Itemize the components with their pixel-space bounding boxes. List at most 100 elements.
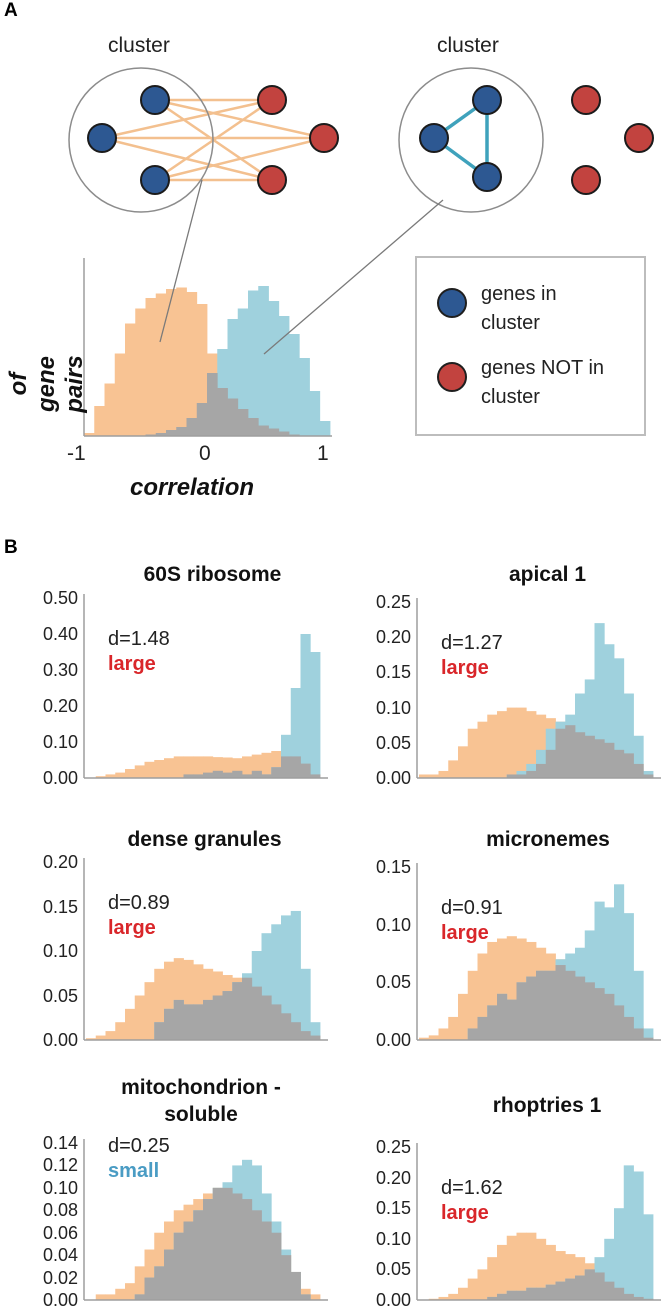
in-cluster-bar	[242, 1159, 253, 1300]
overlap-bar	[154, 1022, 165, 1040]
not-in-cluster-bar	[183, 756, 194, 778]
y-tick-label: 0.00	[375, 1290, 411, 1310]
y-tick-label: 0.14	[42, 1133, 78, 1153]
overlap-bar	[261, 995, 272, 1040]
y-tick-label: 0.25	[375, 592, 411, 612]
overlap-bar	[604, 993, 615, 1040]
overlap-bar	[526, 976, 537, 1040]
in-cluster-bar	[584, 1269, 595, 1300]
in-cluster-bar	[300, 1294, 311, 1300]
not-in-cluster-bar	[271, 995, 282, 1040]
in-cluster-bar	[134, 1294, 145, 1300]
overlap-bar	[232, 1193, 243, 1300]
overlap-bar	[516, 1290, 527, 1300]
not-in-cluster-bar	[584, 1263, 595, 1300]
not-in-cluster-bar	[575, 970, 586, 1040]
overlap-bar	[271, 1232, 282, 1300]
not-in-cluster-bar	[154, 760, 165, 778]
schematic-gray-bar	[196, 403, 208, 436]
overlap-bar	[545, 749, 556, 778]
overlap-bar	[643, 774, 654, 778]
overlap-bar	[281, 756, 292, 778]
pointer-line-right	[263, 199, 444, 355]
not-in-cluster-bar	[125, 1008, 136, 1040]
not-in-cluster-bar	[173, 1210, 184, 1300]
overlap-bar	[310, 1035, 321, 1040]
not-in-cluster-bar	[154, 1232, 165, 1300]
effect-magnitude-label: large	[441, 657, 489, 679]
blue-circle-icon	[437, 288, 467, 318]
not-in-cluster-bar	[261, 986, 272, 1040]
overlap-bar	[506, 999, 517, 1040]
not-in-cluster-bar	[203, 968, 214, 1040]
effect-magnitude-label: large	[441, 922, 489, 944]
overlap-bar	[555, 965, 566, 1040]
in-cluster-bar	[555, 1281, 566, 1300]
not-in-cluster-bar	[448, 1293, 459, 1300]
schematic-y-label: fraction of gene pairs	[0, 340, 88, 429]
legend-label-not-in-cluster: genes NOT in cluster	[481, 357, 605, 408]
schematic-gray-bar	[248, 418, 259, 436]
not-in-cluster-bar	[95, 1035, 106, 1040]
overlap-bar	[545, 970, 556, 1040]
not-in-cluster-bar	[428, 1298, 439, 1300]
in-cluster-bar	[487, 1005, 498, 1040]
in-cluster-bar	[183, 1004, 194, 1040]
schematic-blue-bar	[309, 391, 321, 436]
not-in-cluster-bar	[222, 975, 233, 1040]
not-in-cluster-bar	[193, 964, 204, 1040]
red-node	[257, 85, 287, 115]
overlap-bar	[173, 999, 184, 1040]
not-in-cluster-bar	[290, 752, 301, 778]
in-cluster-bar	[232, 1165, 243, 1300]
in-cluster-bar	[164, 1249, 175, 1300]
overlap-bar	[536, 1287, 547, 1300]
not-in-cluster-bar	[526, 711, 537, 778]
schematic-orange-bar	[114, 353, 126, 436]
x-tick-neg1: -1	[67, 442, 86, 465]
overlap-bar	[555, 728, 566, 778]
not-in-cluster-bar	[477, 721, 488, 778]
not-in-cluster-bar	[232, 1193, 243, 1300]
not-in-cluster-bar	[536, 1238, 547, 1300]
schematic-x-label: correlation	[130, 474, 255, 501]
not-in-cluster-bar	[594, 982, 605, 1040]
y-tick-label: 0.00	[42, 1290, 78, 1310]
schematic-orange-bar	[135, 308, 146, 436]
in-cluster-bar	[594, 623, 605, 778]
overlap-bar	[212, 995, 223, 1040]
overlap-bar	[242, 1199, 253, 1300]
x-tick-1: 1	[317, 442, 329, 465]
overlap-bar	[467, 1028, 478, 1040]
not-in-cluster-bar	[281, 1255, 292, 1300]
effect-size-label: d=0.25	[108, 1135, 170, 1157]
overlap-bar	[164, 1008, 175, 1040]
y-tick-label: 0.20	[375, 1167, 411, 1188]
in-cluster-bar	[614, 1208, 625, 1300]
in-cluster-bar	[526, 976, 537, 1040]
y-tick-label: 0.15	[375, 857, 411, 877]
overlap-bar	[232, 982, 243, 1040]
not-in-cluster-bar	[633, 1026, 644, 1040]
overlap-bar	[183, 1221, 194, 1300]
not-in-cluster-bar	[555, 721, 566, 778]
not-in-cluster-bar	[643, 774, 654, 778]
not-in-cluster-bar	[604, 742, 615, 778]
overlap-bar	[183, 1004, 194, 1040]
overlap-bar	[310, 774, 321, 778]
y-tick-label: 0.10	[42, 941, 78, 961]
schematic-blue-bar	[289, 334, 300, 436]
y-tick-label: 0.08	[42, 1200, 78, 1221]
in-cluster-bar	[506, 774, 517, 778]
blue-node	[87, 123, 117, 153]
schematic-blue-bar	[227, 319, 239, 436]
not-in-cluster-bar	[222, 757, 233, 778]
overlap-bar	[183, 774, 194, 778]
red-node	[309, 123, 339, 153]
overlap-bar	[575, 976, 586, 1040]
overlap-bar	[565, 970, 576, 1040]
effect-size-label: d=1.62	[441, 1177, 503, 1199]
not-in-cluster-bar	[458, 746, 469, 778]
not-in-cluster-bar	[584, 735, 595, 778]
not-in-cluster-bar	[183, 1204, 194, 1300]
